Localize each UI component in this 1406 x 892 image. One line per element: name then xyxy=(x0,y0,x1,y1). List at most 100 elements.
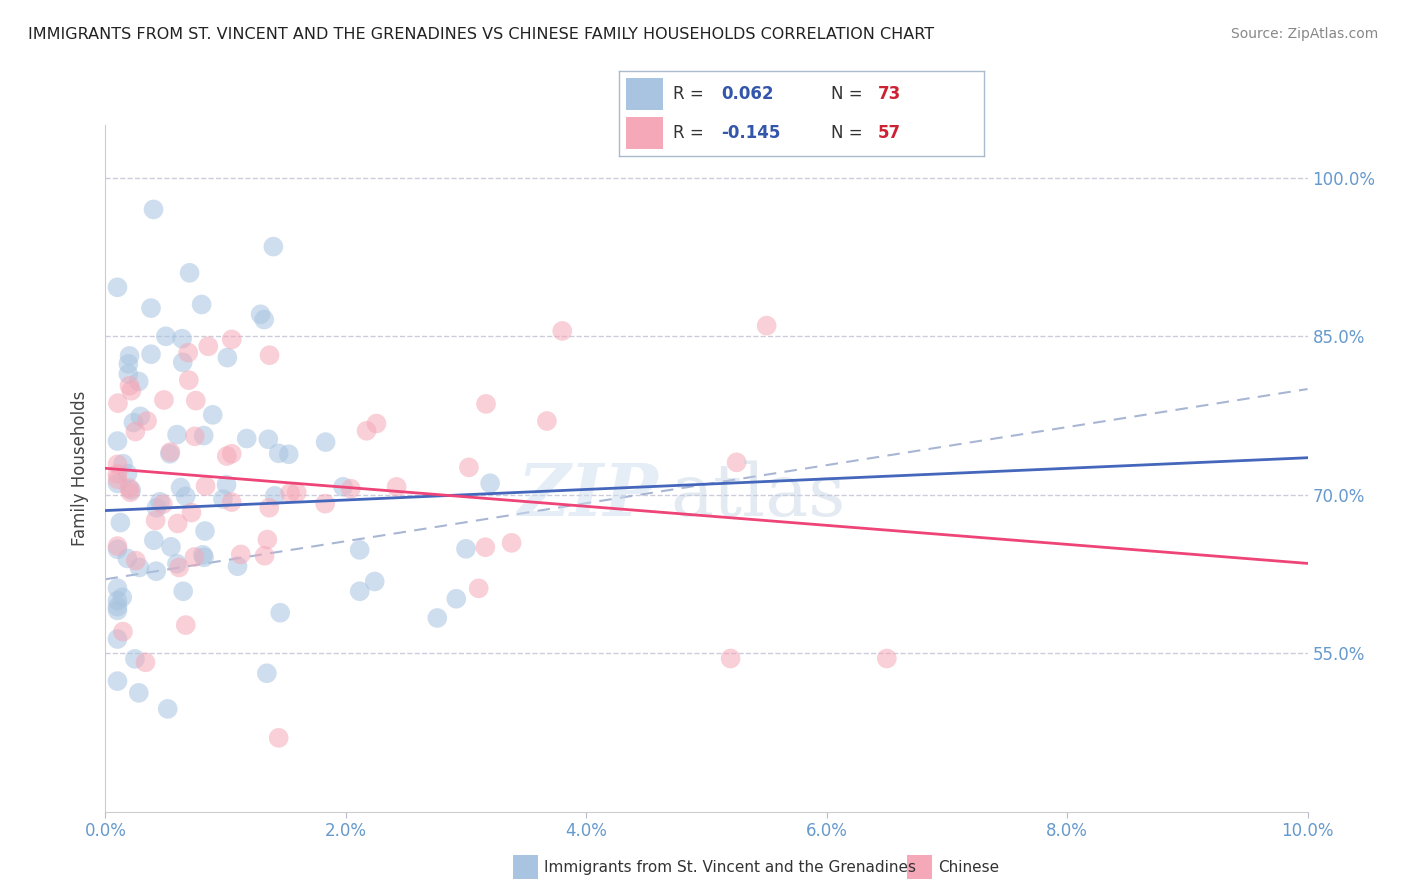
Point xyxy=(125,553,148,567)
Point xyxy=(118,481,141,495)
Point xyxy=(107,472,129,486)
Point xyxy=(221,447,243,461)
Point xyxy=(172,355,194,369)
Text: ZIP: ZIP xyxy=(517,460,658,532)
Point xyxy=(193,428,215,442)
Point xyxy=(174,489,197,503)
Point xyxy=(172,584,194,599)
Point xyxy=(226,559,249,574)
Text: 57: 57 xyxy=(879,124,901,142)
Point xyxy=(193,550,215,565)
Point xyxy=(201,408,224,422)
Point xyxy=(446,591,468,606)
Point xyxy=(107,280,129,294)
Point xyxy=(107,396,129,410)
Point xyxy=(145,500,167,515)
Point xyxy=(120,483,142,497)
Point xyxy=(212,491,235,506)
Text: 73: 73 xyxy=(879,86,901,103)
Point xyxy=(145,513,167,527)
Point xyxy=(177,373,200,387)
Point xyxy=(229,548,252,562)
Point xyxy=(129,409,152,424)
Point xyxy=(134,656,156,670)
Point xyxy=(190,297,212,311)
Point xyxy=(122,416,145,430)
Point xyxy=(110,516,132,530)
Point xyxy=(169,481,191,495)
Text: IMMIGRANTS FROM ST. VINCENT AND THE GRENADINES VS CHINESE FAMILY HOUSEHOLDS CORR: IMMIGRANTS FROM ST. VINCENT AND THE GREN… xyxy=(28,27,934,42)
Point xyxy=(167,560,190,574)
Point xyxy=(720,651,742,665)
Point xyxy=(479,476,502,491)
Point xyxy=(177,345,200,359)
Point xyxy=(107,467,129,481)
Point xyxy=(107,434,129,448)
Point xyxy=(267,446,290,460)
Text: Immigrants from St. Vincent and the Grenadines: Immigrants from St. Vincent and the Gren… xyxy=(544,860,917,874)
Point xyxy=(128,560,150,574)
Point xyxy=(356,424,378,438)
Point xyxy=(111,591,134,605)
Point xyxy=(107,476,129,491)
Point xyxy=(385,480,408,494)
Point xyxy=(142,533,165,548)
Point xyxy=(262,239,284,253)
Point xyxy=(124,652,146,666)
Point xyxy=(215,477,238,491)
Point xyxy=(174,618,197,632)
Text: N =: N = xyxy=(831,86,868,103)
Point xyxy=(285,485,308,500)
Point xyxy=(166,557,188,571)
Point xyxy=(454,541,477,556)
Point xyxy=(112,457,135,471)
Point xyxy=(215,449,238,463)
Point xyxy=(107,539,129,553)
Point xyxy=(876,651,898,665)
Point xyxy=(180,506,202,520)
Point xyxy=(172,332,194,346)
Text: R =: R = xyxy=(673,124,710,142)
Point xyxy=(277,447,299,461)
Point xyxy=(269,606,291,620)
Point xyxy=(221,495,243,509)
Point xyxy=(120,485,142,500)
Point xyxy=(253,549,276,563)
Point xyxy=(166,516,188,531)
Point xyxy=(117,467,139,481)
Point xyxy=(197,339,219,353)
Point xyxy=(107,674,129,689)
Point xyxy=(263,489,285,503)
Point xyxy=(145,564,167,578)
Point xyxy=(124,425,146,439)
Point xyxy=(474,540,496,554)
Point xyxy=(551,324,574,338)
Point xyxy=(235,432,257,446)
Point xyxy=(349,584,371,599)
Point xyxy=(536,414,558,428)
Point xyxy=(349,542,371,557)
Point xyxy=(184,429,207,443)
Point xyxy=(314,497,336,511)
Point xyxy=(315,435,337,450)
Point xyxy=(159,447,181,461)
Point xyxy=(179,266,201,280)
Point xyxy=(120,384,142,398)
Text: 0.062: 0.062 xyxy=(721,86,773,103)
Point xyxy=(259,348,281,362)
Point xyxy=(221,333,243,347)
Point xyxy=(191,548,214,562)
Point xyxy=(755,318,778,333)
Point xyxy=(139,347,162,361)
Point xyxy=(117,551,139,566)
Point xyxy=(107,581,129,595)
Point xyxy=(159,445,181,459)
Point xyxy=(107,458,129,472)
Point xyxy=(332,480,354,494)
FancyBboxPatch shape xyxy=(626,117,662,149)
Point xyxy=(256,533,278,547)
Point xyxy=(194,524,217,538)
Point xyxy=(117,367,139,381)
Point xyxy=(152,497,174,511)
Point xyxy=(142,202,165,217)
